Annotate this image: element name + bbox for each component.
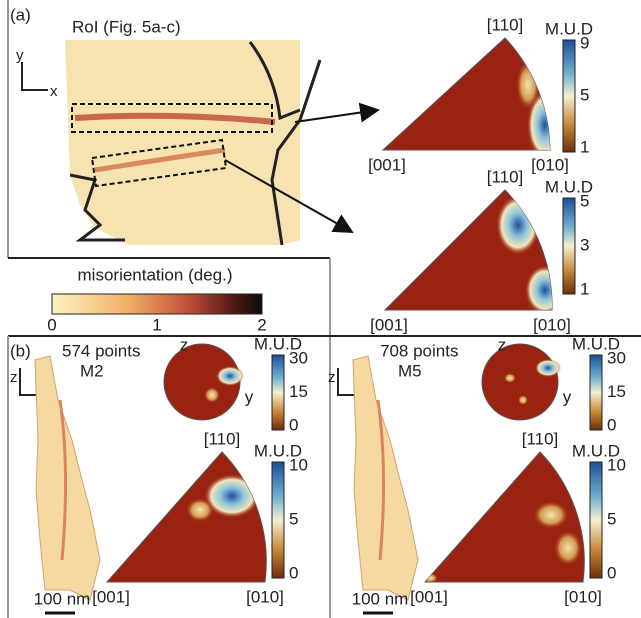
colorbar-title: misorientation (deg.) <box>78 265 233 284</box>
density-spot <box>496 195 540 255</box>
ipf-label: [001] <box>92 587 130 606</box>
colorbar <box>272 355 284 430</box>
colorbar-tick: 5 <box>289 509 298 528</box>
density-spot <box>216 366 244 386</box>
colorbar <box>563 198 575 294</box>
density-spot <box>535 359 561 377</box>
ipf-label: [110] <box>487 167 524 186</box>
ipf-label: [001] <box>368 155 406 174</box>
density-spot <box>204 387 220 403</box>
density-spot <box>422 573 438 583</box>
page: {"panel_a": {"label": "(a)", "roi_title"… <box>0 0 641 618</box>
ipf-label: [001] <box>410 587 448 606</box>
axes-icon <box>22 62 48 90</box>
panel-label: (b) <box>10 341 31 360</box>
colorbar <box>563 40 575 152</box>
density-spot <box>525 265 565 315</box>
colorbar-tick: 5 <box>580 85 589 104</box>
colorbar-tick: 2 <box>257 315 266 334</box>
grain-name: M2 <box>80 361 104 380</box>
pole-label: z <box>498 335 507 354</box>
ipf-label: [110] <box>522 429 559 448</box>
grain-name: M5 <box>398 361 422 380</box>
colorbar-tick: 10 <box>607 455 626 474</box>
points-count: 574 points <box>62 341 140 360</box>
colorbar-tick: 0 <box>47 315 56 334</box>
ipf-label: [110] <box>204 429 241 448</box>
colorbar-tick: 9 <box>580 33 589 52</box>
colorbar-tick: 1 <box>152 315 161 334</box>
colorbar-tick: 0 <box>607 415 616 434</box>
grain-map <box>35 356 100 600</box>
colorbar-tick: 15 <box>607 382 626 401</box>
axis-label: z <box>328 369 336 386</box>
ipf-label: [001] <box>370 315 408 334</box>
colorbar <box>272 462 284 578</box>
pole-figure <box>482 344 558 420</box>
ipf-label: [010] <box>246 587 284 606</box>
colorbar-tick: 15 <box>289 382 308 401</box>
axis-label: x <box>50 83 58 100</box>
scale-label: 100 nm <box>34 589 91 608</box>
colorbar <box>52 294 262 314</box>
axis-label: z <box>10 369 18 386</box>
colorbar-tick: 30 <box>607 348 626 367</box>
ipf-label: [010] <box>531 155 569 174</box>
density-spot <box>518 395 528 405</box>
ipf-label: [010] <box>564 587 602 606</box>
pole-label: z <box>180 335 189 354</box>
roi-map <box>65 40 300 245</box>
colorbar-tick: 5 <box>607 509 616 528</box>
pole-label: y <box>245 387 254 406</box>
colorbar-tick: 0 <box>289 563 298 582</box>
panel-label: (a) <box>10 5 31 24</box>
colorbar-tick: 1 <box>580 137 589 156</box>
points-count: 708 points <box>380 341 458 360</box>
ipf-label: [110] <box>487 15 524 34</box>
colorbar-tick: 0 <box>289 415 298 434</box>
arrow <box>295 110 378 122</box>
grain-map <box>353 356 418 600</box>
density-spot <box>186 498 214 522</box>
colorbar-tick: 30 <box>289 348 308 367</box>
roi-title: RoI (Fig. 5a-c) <box>72 17 181 36</box>
ipf-label: [010] <box>533 315 571 334</box>
colorbar <box>590 462 602 578</box>
figure: (a) RoI (Fig. 5a-c) y x misorientation (… <box>0 0 641 618</box>
colorbar-tick: 3 <box>580 235 589 254</box>
colorbar-tick: 0 <box>607 563 616 582</box>
scale-label: 100 nm <box>352 589 409 608</box>
density-spot <box>554 530 582 566</box>
colorbar <box>590 355 602 430</box>
colorbar-tick: 5 <box>580 191 589 210</box>
density-spot <box>533 501 569 529</box>
axis-label: y <box>16 47 24 64</box>
colorbar-tick: 1 <box>580 279 589 298</box>
colorbar-tick: 10 <box>289 455 308 474</box>
pole-label: y <box>563 387 572 406</box>
ipf-triangle <box>107 452 266 582</box>
density-spot <box>504 373 516 383</box>
